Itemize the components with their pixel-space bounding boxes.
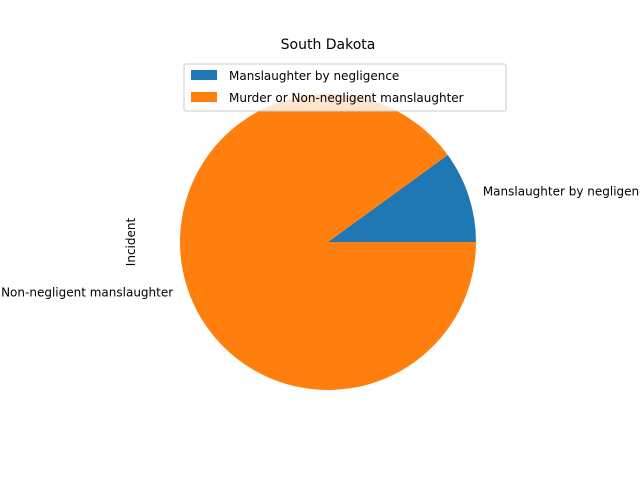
legend-label-1: Murder or Non-negligent manslaughter <box>229 91 464 105</box>
legend-frame <box>183 63 507 112</box>
legend-swatch-1 <box>191 92 217 102</box>
legend: Manslaughter by negligence Murder or Non… <box>183 63 507 112</box>
y-axis-label: Incident <box>124 218 138 267</box>
chart-title: South Dakota <box>281 37 376 53</box>
pie-slices <box>179 94 476 391</box>
pie-slice-label-0: Manslaughter by negligence <box>483 185 640 199</box>
pie-slice-0 <box>328 155 476 242</box>
legend-label-0: Manslaughter by negligence <box>229 69 399 83</box>
pie-slice-labels: Manslaughter by negligence Murder or Non-… <box>0 185 640 300</box>
legend-swatch-0 <box>191 70 217 80</box>
pie-slice-1 <box>179 94 476 391</box>
pie-slice-label-1: Murder or Non-negligent manslaughter <box>0 285 173 299</box>
